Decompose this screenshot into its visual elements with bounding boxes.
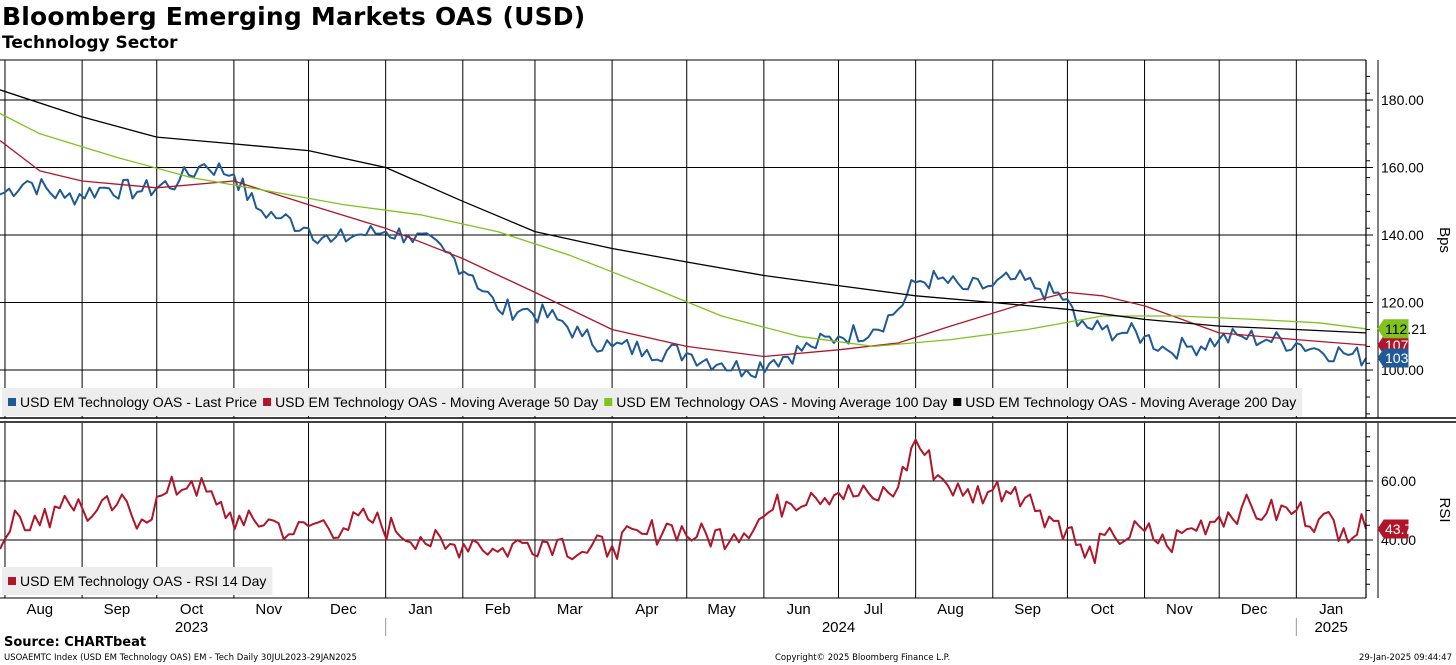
- x-tick-label: Nov: [255, 601, 282, 618]
- x-tick-label: Mar: [557, 601, 583, 618]
- legends: USD EM Technology OAS - Last Price USD EM…: [2, 388, 1303, 595]
- x-tick-label: Dec: [330, 601, 357, 618]
- x-tick-label: Jan: [408, 601, 432, 618]
- series-last_price-line: [0, 162, 1367, 379]
- rsi-y-tick-label: 60.00: [1381, 473, 1416, 489]
- x-tick-label: Apr: [635, 601, 658, 618]
- panel-frame: [0, 59, 1456, 636]
- axis-labels: 100.00120.00140.00160.00180.00Bps40.0060…: [26, 92, 1453, 636]
- x-tick-label: Sep: [104, 601, 131, 618]
- x-tick-label: Jun: [787, 601, 811, 618]
- index-info: USOAEMTC Index (USD EM Technology OAS) E…: [4, 653, 357, 663]
- source-note: Source: CHARTbeat: [4, 635, 147, 650]
- series-ma200-line: [0, 89, 1367, 334]
- main-legend-swatch-last_price: [8, 398, 16, 406]
- main-legend-entry-ma50: USD EM Technology OAS - Moving Average 5…: [275, 394, 598, 410]
- main-y-tick-label: 120.00: [1381, 295, 1424, 311]
- main-y-axis-label: Bps: [1436, 227, 1453, 253]
- main-y-tick-label: 140.00: [1381, 227, 1424, 243]
- series-rsi-line: [0, 438, 1367, 565]
- main-legend-entry-last_price: USD EM Technology OAS - Last Price: [20, 394, 257, 410]
- series-lines: [0, 89, 1367, 565]
- x-tick-label: Aug: [937, 601, 964, 618]
- x-tick-label: May: [707, 601, 736, 618]
- chart-subtitle: Technology Sector: [2, 33, 178, 53]
- chart-title: Bloomberg Emerging Markets OAS (USD): [2, 2, 586, 31]
- series-ma50-line: [0, 139, 1367, 358]
- rsi-last-value-flag-rsi: [1377, 519, 1409, 539]
- main-last-value-label-last_price: 103.57: [1385, 350, 1428, 366]
- rsi-legend-swatch-rsi: [8, 577, 16, 585]
- timestamp: 29-Jan-2025 09:44:47: [1358, 653, 1452, 663]
- main-legend-entry-ma100: USD EM Technology OAS - Moving Average 1…: [616, 394, 947, 410]
- main-legend-swatch-ma100: [604, 398, 613, 406]
- main-last-value-flag-last_price: [1377, 348, 1409, 368]
- rsi-legend-box: [2, 567, 273, 595]
- rsi-legend-entry-rsi: USD EM Technology OAS - RSI 14 Day: [20, 573, 266, 589]
- x-tick-label: Dec: [1241, 601, 1268, 618]
- x-tick-label: Nov: [1166, 601, 1193, 618]
- main-y-tick-label: 160.00: [1381, 160, 1424, 176]
- x-tick-label: Jul: [864, 601, 883, 618]
- rsi-last-value-label-rsi: 43.74: [1385, 521, 1420, 537]
- panel-separator-gap: [0, 418, 1456, 423]
- main-legend-swatch-ma200: [953, 398, 962, 406]
- x-year-label: 2024: [822, 619, 855, 636]
- x-year-label: 2023: [175, 619, 208, 636]
- main-legend-entry-ma200: USD EM Technology OAS - Moving Average 2…: [965, 394, 1296, 410]
- main-last-value-flag-ma100: [1377, 319, 1409, 339]
- x-tick-label: Sep: [1014, 601, 1041, 618]
- rsi-y-axis-label: RSI: [1436, 497, 1453, 522]
- x-year-label: 2025: [1314, 619, 1347, 636]
- main-y-tick-label: 180.00: [1381, 92, 1424, 108]
- main-last-value-label-ma100: 112.21: [1385, 321, 1427, 337]
- main-legend-swatch-ma50: [263, 398, 272, 406]
- x-tick-label: Jan: [1319, 601, 1343, 618]
- x-tick-label: Aug: [26, 601, 53, 618]
- x-tick-label: Oct: [1091, 601, 1115, 618]
- copyright: Copyright© 2025 Bloomberg Finance L.P.: [775, 653, 951, 663]
- x-tick-label: Oct: [180, 601, 204, 618]
- main-legend-box: [2, 388, 1303, 416]
- x-tick-label: Feb: [485, 601, 511, 618]
- series-ma100-line: [0, 112, 1367, 348]
